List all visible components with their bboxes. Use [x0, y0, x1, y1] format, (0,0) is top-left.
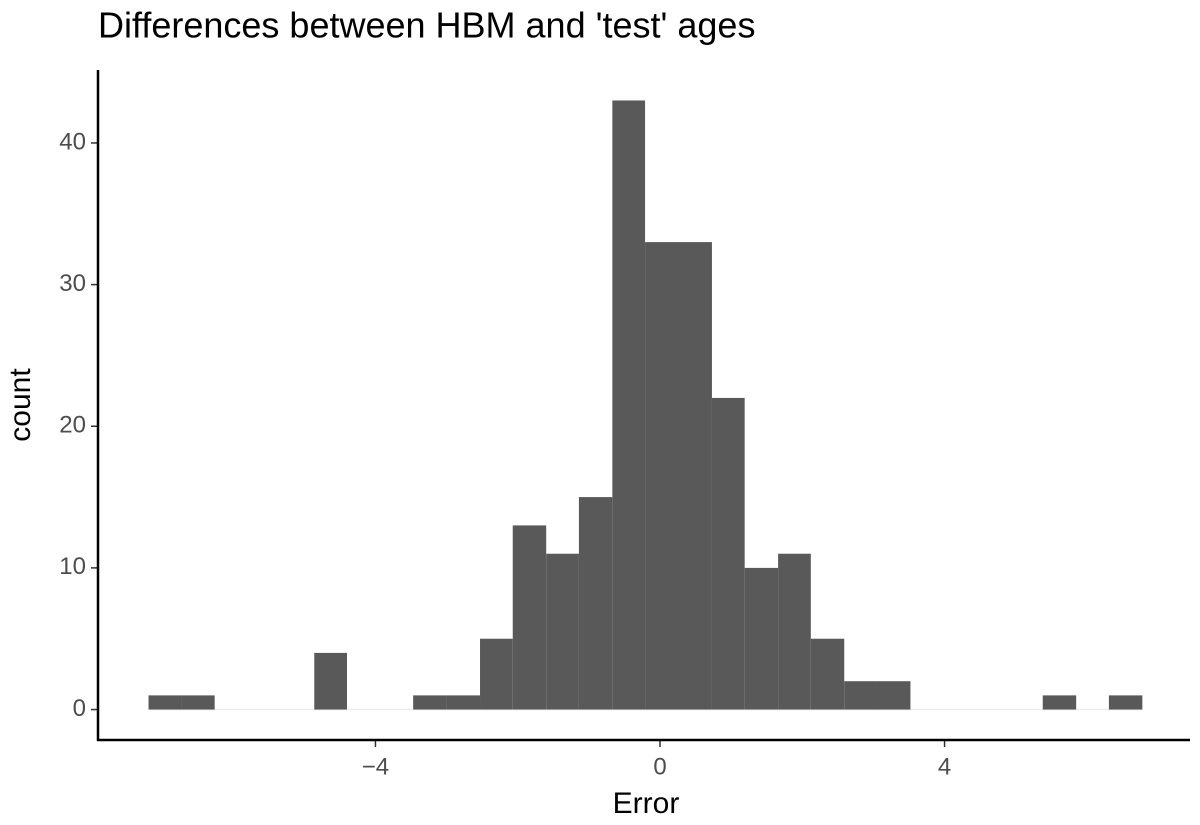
- bar: [778, 553, 811, 710]
- x-tick-label: −4: [362, 753, 389, 780]
- bar: [1108, 695, 1143, 710]
- bar: [546, 553, 579, 710]
- bar: [612, 100, 646, 710]
- bar: [1042, 695, 1077, 710]
- bar: [512, 525, 547, 710]
- bar: [480, 638, 513, 710]
- y-axis-title: count: [4, 368, 37, 442]
- x-tick-label: 4: [938, 753, 951, 780]
- bar: [711, 397, 745, 710]
- bar: [810, 638, 845, 710]
- bar: [314, 652, 347, 710]
- y-tick-label: 0: [73, 695, 86, 722]
- bar: [446, 695, 481, 710]
- bar: [413, 695, 447, 710]
- chart-title: Differences between HBM and 'test' ages: [98, 5, 755, 46]
- x-axis-title: Error: [613, 787, 680, 820]
- y-tick-label: 40: [59, 128, 86, 155]
- bar: [645, 242, 679, 710]
- bar: [578, 497, 613, 710]
- bar: [744, 567, 779, 710]
- bar: [844, 681, 877, 710]
- y-tick-label: 20: [59, 412, 86, 439]
- bar: [876, 681, 911, 710]
- bar: [148, 695, 182, 710]
- y-tick-label: 10: [59, 553, 86, 580]
- x-tick-label: 0: [653, 753, 666, 780]
- bar: [181, 695, 215, 710]
- y-tick-label: 30: [59, 270, 86, 297]
- bar: [678, 242, 712, 710]
